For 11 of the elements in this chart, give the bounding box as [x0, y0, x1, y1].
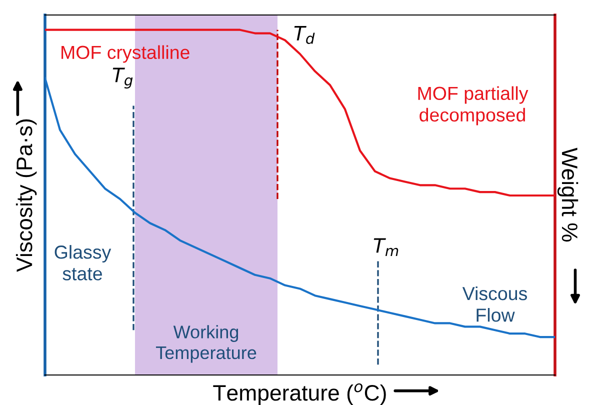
annotation: Viscous Flow — [462, 286, 527, 322]
annotation: MOF partially decomposed — [418, 86, 528, 126]
annotation: T$_{m}$ — [374, 238, 398, 256]
annotation: T$_{g}$ — [112, 68, 133, 89]
annotation: Working Temperature — [156, 325, 256, 363]
annotation: MOF crystalline — [62, 45, 190, 63]
x-axis-title: Temperature ($^{o}$C) — [213, 383, 386, 405]
annotation: T$_{d}$ — [294, 26, 315, 44]
y-axis-title: Viscosity (Pa·s) — [16, 119, 37, 272]
annotation: Glassy state — [54, 245, 112, 280]
y2-axis-title: Weight % — [557, 148, 578, 242]
